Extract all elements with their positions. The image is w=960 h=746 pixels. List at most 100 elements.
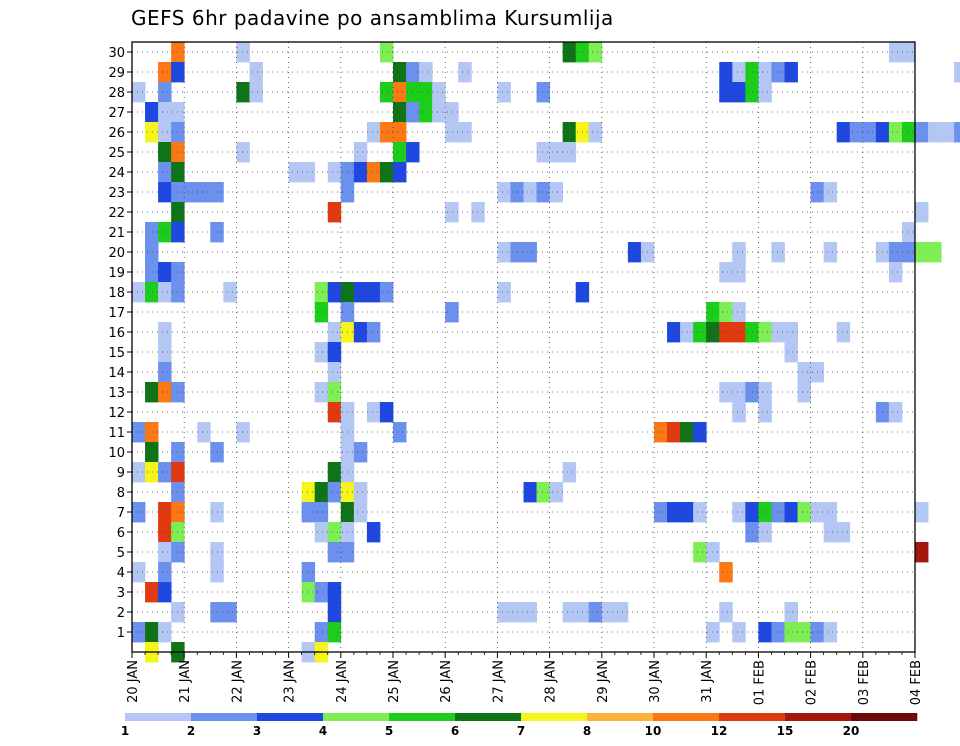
heatmap-cell (836, 322, 851, 343)
x-tick-label: 03 FEB (857, 660, 872, 705)
heatmap-cell (680, 502, 694, 523)
heatmap-cell (445, 202, 459, 223)
heatmap-cell (680, 322, 694, 343)
heatmap-cell (458, 62, 472, 83)
heatmap-cell (758, 82, 772, 103)
heatmap-cell (771, 502, 785, 523)
heatmap-cell (249, 82, 263, 103)
heatmap-cell (145, 382, 159, 403)
heatmap-cell (888, 402, 903, 423)
heatmap-cell (719, 382, 733, 403)
heatmap-cell (393, 422, 407, 443)
heatmap-cell (327, 362, 342, 383)
heatmap-cell (327, 162, 342, 183)
heatmap-cell (158, 582, 172, 603)
y-tick-label: 12 (108, 406, 125, 421)
heatmap-cell (379, 82, 394, 103)
heatmap-cell (158, 382, 172, 403)
heatmap-cell (849, 122, 864, 143)
heatmap-cell (132, 422, 146, 443)
x-tick-label: 31 JAN (700, 660, 715, 703)
heatmap-cell (366, 162, 381, 183)
chart-title: GEFS 6hr padavine po ansamblima Kursumli… (131, 6, 614, 30)
heatmap-cell (601, 602, 616, 623)
legend-bound-label: 20 (843, 724, 860, 738)
heatmap-cell (353, 482, 368, 503)
heatmap-cell (797, 502, 811, 523)
heatmap-cell (327, 282, 342, 303)
heatmap-cell (301, 162, 316, 183)
heatmap-cell (536, 482, 550, 503)
heatmap-cell (758, 322, 772, 343)
heatmap-cell (366, 522, 381, 543)
heatmap-cell (145, 582, 159, 603)
y-tick-label: 27 (108, 106, 125, 121)
heatmap-cell (158, 162, 172, 183)
heatmap-cell (823, 522, 838, 543)
heatmap-cell (158, 562, 172, 583)
heatmap-cell (771, 622, 785, 643)
heatmap-cell (562, 122, 577, 143)
heatmap-cell (732, 622, 746, 643)
heatmap-cell (915, 502, 929, 523)
heatmap-cell (901, 42, 916, 63)
heatmap-cell (184, 182, 198, 203)
heatmap-cell (314, 382, 329, 403)
heatmap-cell (353, 502, 368, 523)
heatmap-cell (158, 282, 172, 303)
heatmap-cell (719, 82, 733, 103)
heatmap-cell (327, 602, 342, 623)
legend-bound-label: 4 (319, 724, 327, 738)
heatmap-cell (314, 482, 329, 503)
heatmap-cell (771, 62, 785, 83)
heatmap-cell (327, 382, 342, 403)
heatmap-cell (588, 602, 603, 623)
y-tick-label: 2 (117, 606, 125, 621)
heatmap-cell (719, 562, 733, 583)
heatmap-cell (888, 262, 903, 283)
legend-color-swatch (323, 713, 390, 721)
heatmap-cell (145, 422, 159, 443)
heatmap-cell (223, 602, 237, 623)
legend-bound-label: 6 (451, 724, 459, 738)
heatmap-cell (445, 302, 459, 323)
legend-color-swatch (587, 713, 654, 721)
heatmap-cell (693, 322, 707, 343)
heatmap-cell (784, 62, 798, 83)
heatmap-cell (223, 282, 237, 303)
heatmap-cell (327, 482, 342, 503)
heatmap-cell (249, 62, 263, 83)
heatmap-cell (901, 222, 916, 243)
heatmap-cell (497, 182, 511, 203)
heatmap-cell (158, 462, 172, 483)
heatmap-cell (314, 622, 329, 643)
y-tick-label: 17 (108, 306, 125, 321)
heatmap-cell (353, 162, 368, 183)
heatmap-cell (784, 342, 798, 363)
x-tick-label: 29 JAN (596, 660, 611, 703)
legend-color-swatch (191, 713, 258, 721)
heatmap-cell (158, 222, 172, 243)
heatmap-cell (888, 42, 903, 63)
x-tick-label: 26 JAN (439, 660, 454, 703)
x-tick-label: 24 JAN (335, 660, 350, 703)
heatmap-cell (836, 522, 851, 543)
y-tick-label: 21 (108, 226, 125, 241)
heatmap-cell (823, 242, 838, 263)
heatmap-cell (158, 362, 172, 383)
heatmap-cell (132, 562, 146, 583)
heatmap-cell (784, 622, 798, 643)
heatmap-cell (236, 422, 250, 443)
heatmap-cell (562, 462, 577, 483)
heatmap-cell (614, 602, 629, 623)
heatmap-cell (758, 62, 772, 83)
heatmap-cell (523, 182, 537, 203)
heatmap-cell (145, 282, 159, 303)
heatmap-cell (732, 242, 746, 263)
heatmap-cell (797, 622, 811, 643)
legend-color-swatch (521, 713, 588, 721)
legend-bound-label: 10 (645, 724, 662, 738)
heatmap-cell (784, 502, 798, 523)
heatmap-cell (158, 122, 172, 143)
